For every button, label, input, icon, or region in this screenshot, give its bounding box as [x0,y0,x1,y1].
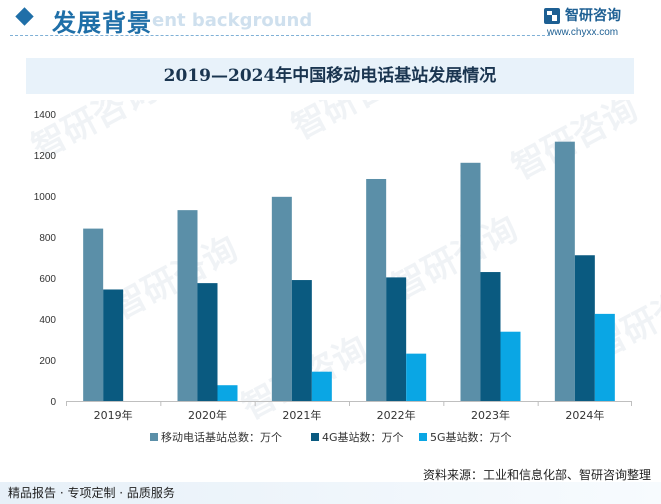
legend-label: 移动电话基站总数：万个 [161,430,282,444]
bar-4g [386,277,407,401]
x-tick-label: 2020年 [188,408,227,422]
bar-4g [197,283,218,401]
chart-title-band: 2019—2024年中国移动电话基站发展情况 [26,58,634,94]
diamond-icon [15,7,34,26]
legend-swatch [311,433,319,441]
legend-label: 4G基站数：万个 [322,430,404,444]
header-ghost-text: ent background [152,10,313,31]
brand-url: www.chyxx.com [547,27,619,38]
x-tick-label: 2019年 [94,408,133,422]
bar-total [177,210,198,401]
brand: 智研咨询 www.chyxx.com [543,7,643,38]
bar-total [83,228,104,401]
y-tick-label: 800 [39,233,56,244]
watermark-text: 智研咨询 [105,229,244,328]
bar-5g [500,331,521,401]
watermark-text: 智研咨询 [385,209,524,308]
footer-band [0,482,661,504]
bar-chart: 智研咨询智研咨询智研咨询智研咨询智研咨询智研咨询智研咨询 02004006008… [25,100,661,444]
bar-5g [406,353,427,401]
bar-5g [594,313,615,401]
x-tick-label: 2023年 [471,408,510,422]
watermark-text: 智研咨询 [285,100,424,148]
bar-total [460,162,481,401]
y-tick-label: 400 [39,315,56,326]
bar-total [554,141,575,402]
bar-total [366,178,387,401]
brand-name: 智研咨询 [565,8,621,24]
y-tick-label: 200 [39,356,56,367]
y-tick-label: 1000 [34,192,57,203]
bar-5g [217,385,238,401]
bar-4g [291,280,312,401]
bar-4g [574,255,595,401]
x-tick-label: 2024年 [565,408,604,422]
footer-tagline: 精品报告 · 专项定制 · 品质服务 [8,486,175,500]
header: ent background 发展背景 智研咨询 www.chyxx.com [0,0,661,42]
y-tick-label: 600 [39,274,56,285]
legend-swatch [419,433,427,441]
bar-4g [480,272,501,401]
watermark-text: 智研咨询 [505,100,644,188]
section-title: 发展背景 [52,9,152,37]
source-note: 资料来源：工业和信息化部、智研咨询整理 [422,468,651,482]
y-tick-label: 1200 [34,151,57,162]
bar-4g [103,289,124,401]
y-tick-label: 1400 [34,110,57,121]
legend-swatch [150,433,158,441]
legend-label: 5G基站数：万个 [430,430,512,444]
header-divider [10,35,550,36]
x-tick-label: 2021年 [282,408,321,422]
chart-title: 2019—2024年中国移动电话基站发展情况 [163,66,497,86]
brand-logo-icon [544,8,560,24]
bar-total [271,196,292,401]
bar-5g [311,371,332,401]
y-tick-label: 0 [50,397,56,408]
footer: 精品报告 · 专项定制 · 品质服务 资料来源：工业和信息化部、智研咨询整理 [0,462,661,504]
x-tick-label: 2022年 [377,408,416,422]
